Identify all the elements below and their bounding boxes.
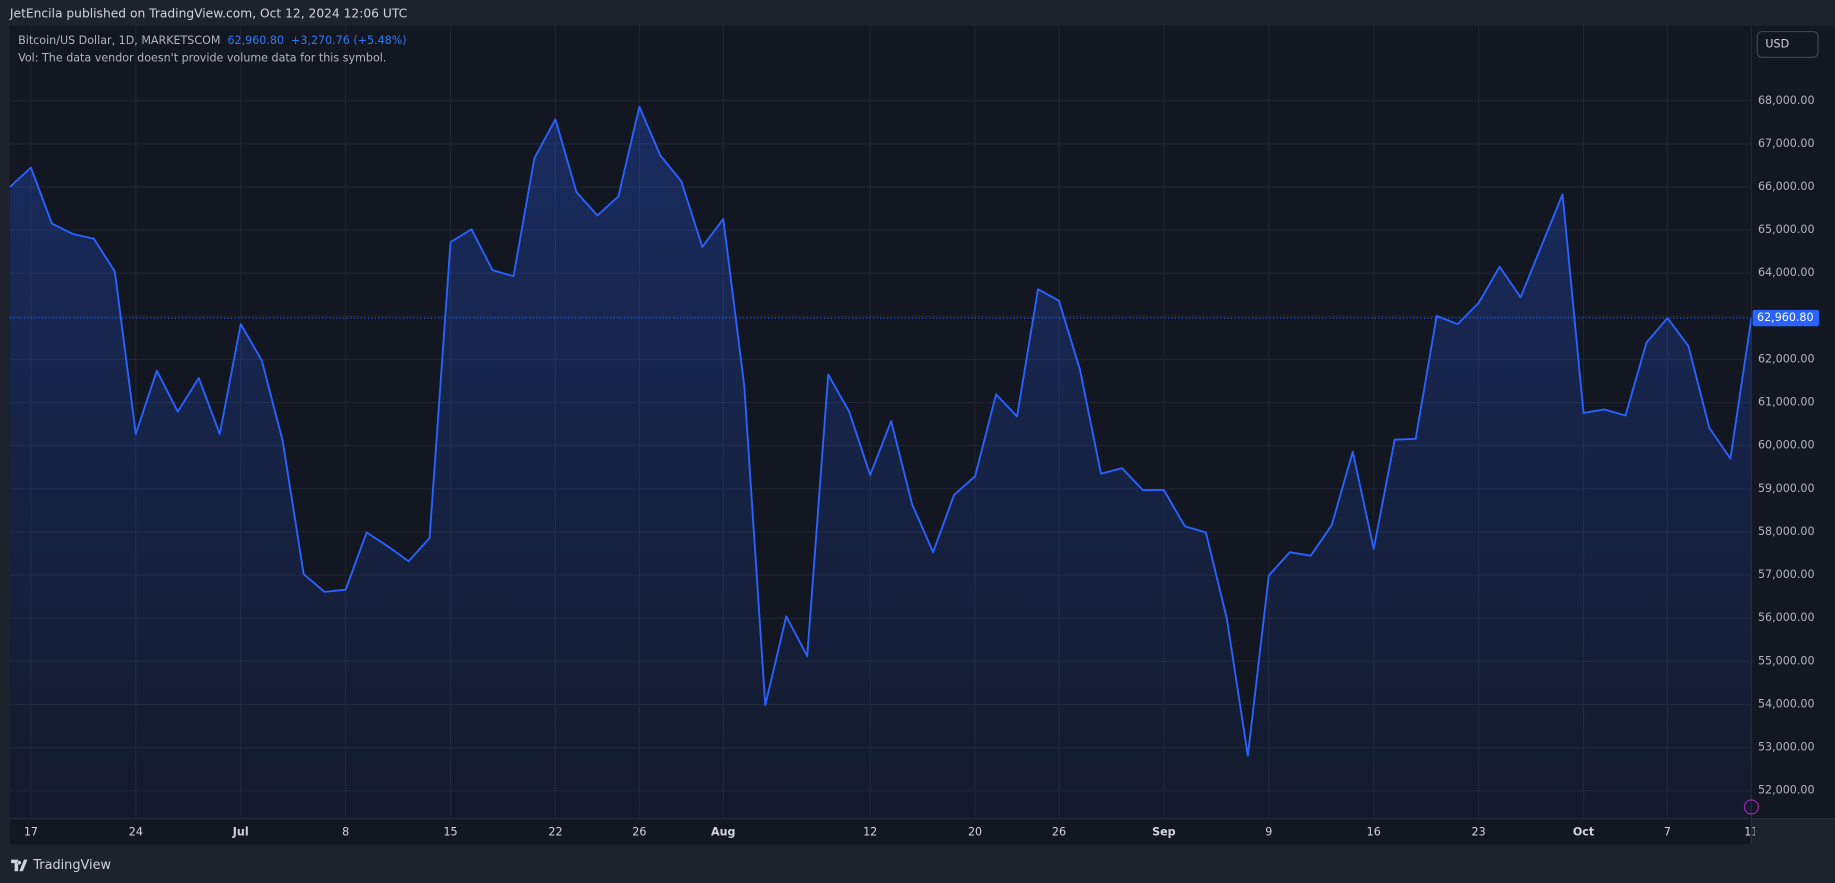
y-tick-label: 67,000.00 — [1758, 137, 1815, 150]
x-tick-label: 23 — [1472, 826, 1486, 839]
y-tick-label: 64,000.00 — [1758, 266, 1815, 279]
brand: TradingView — [32, 858, 111, 873]
y-tick-label: 52,000.00 — [1758, 784, 1815, 797]
currency[interactable]: USD — [1765, 37, 1789, 50]
x-tick-label: Sep — [1152, 826, 1176, 839]
event-icon[interactable] — [1743, 799, 1759, 815]
x-tick-label: Oct — [1573, 826, 1595, 839]
x-tick-label: 16 — [1367, 826, 1381, 839]
y-tick-label: 56,000.00 — [1758, 611, 1815, 624]
x-tick-label: 17 — [24, 826, 38, 839]
price-line — [9, 105, 1752, 757]
currency-button[interactable] — [1756, 30, 1819, 58]
last-price-badge — [1752, 309, 1820, 327]
y-tick-label: 62,000.00 — [1758, 352, 1815, 365]
x-tick-label: 26 — [632, 826, 646, 839]
last-price-label: 62,960.80 — [1757, 311, 1814, 324]
area — [9, 106, 1752, 819]
logo — [11, 859, 28, 872]
x-tick-label: 7 — [1664, 826, 1671, 839]
y-tick-label: 68,000.00 — [1758, 94, 1815, 107]
y-tick-label: 66,000.00 — [1758, 180, 1815, 193]
x-tick-label: Aug — [711, 826, 736, 839]
y-axis: 52,000.00 53,000.00 54,000.00 55,000.00 56,0… — [1758, 94, 1815, 797]
volume-note: Vol: The data vendor doesn't provide vol… — [18, 51, 386, 64]
time-axis — [9, 818, 1752, 845]
price: 62,960.80 — [227, 34, 284, 47]
x-axis: 17 24 Jul 8 15 22 26 Aug 12 20 26 Sep 9 16 23 Oct 7 11 — [24, 826, 1758, 839]
x-tick-label: Jul — [232, 826, 249, 839]
x-tick-label: 26 — [1052, 826, 1066, 839]
price-axis — [1751, 25, 1835, 819]
x-tick-label: 12 — [863, 826, 877, 839]
y-tick-label: 61,000.00 — [1758, 396, 1815, 409]
x-tick-label: 15 — [443, 826, 457, 839]
series — [9, 105, 1752, 819]
symbol: Bitcoin/US Dollar, 1D, MARKETSCOM — [18, 34, 220, 47]
x-tick-label: 24 — [129, 826, 143, 839]
y-tick-label: 60,000.00 — [1758, 439, 1815, 452]
x-tick-label: 9 — [1265, 826, 1272, 839]
y-tick-label: 53,000.00 — [1758, 741, 1815, 754]
y-tick-label: 54,000.00 — [1758, 697, 1815, 710]
x-tick-label: 11 — [1744, 826, 1758, 839]
publisher: JetEncila published on TradingView.com, … — [9, 7, 407, 21]
y-tick-label: 65,000.00 — [1758, 223, 1815, 236]
y-tick-label: 57,000.00 — [1758, 568, 1815, 581]
x-tick-label: 20 — [968, 826, 982, 839]
x-tick-label: 22 — [548, 826, 562, 839]
y-tick-label: 55,000.00 — [1758, 654, 1815, 667]
footer-logo — [11, 859, 28, 872]
change: +3,270.76 (+5.48%) — [291, 34, 407, 47]
x-tick-label: 8 — [342, 826, 349, 839]
y-tick-label: 59,000.00 — [1758, 482, 1815, 495]
y-tick-label: 58,000.00 — [1758, 525, 1815, 538]
